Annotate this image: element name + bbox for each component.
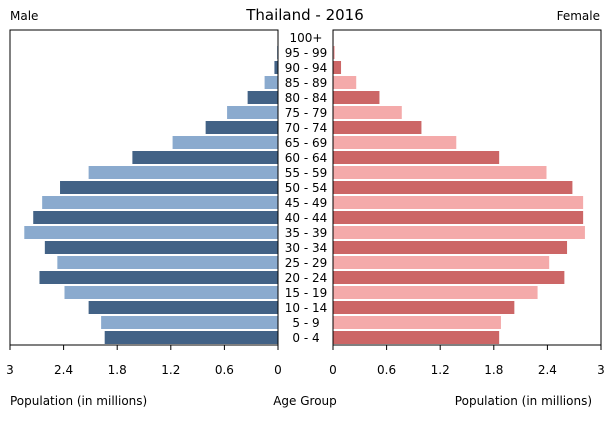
male-bar: [264, 76, 278, 89]
age-group-label: 50 - 54: [285, 181, 328, 195]
female-plot-frame: [332, 29, 602, 346]
male-bar: [132, 151, 278, 164]
age-group-label: 20 - 24: [285, 271, 328, 285]
age-group-label: 85 - 89: [285, 76, 328, 90]
female-bar: [333, 61, 342, 74]
female-bar: [333, 211, 584, 224]
male-bar: [88, 166, 278, 179]
male-tick-label: 1.2: [161, 363, 180, 377]
male-bar: [44, 241, 279, 254]
age-group-label: 55 - 59: [285, 166, 328, 180]
male-bar: [57, 256, 279, 269]
age-group-label: 90 - 94: [285, 61, 328, 75]
female-bar: [333, 46, 335, 59]
age-group-label: 30 - 34: [285, 241, 328, 255]
age-group-label: 5 - 9: [292, 316, 319, 330]
female-bar: [333, 121, 422, 134]
female-bar: [333, 226, 585, 239]
age-group-label: 65 - 69: [285, 136, 328, 150]
age-group-label: 60 - 64: [285, 151, 328, 165]
male-bar: [33, 211, 278, 224]
female-tick-label: 1.2: [431, 363, 450, 377]
male-plot-frame: [9, 29, 279, 346]
male-bar: [24, 226, 278, 239]
age-group-label: 25 - 29: [285, 256, 328, 270]
female-tick-label: 0: [329, 363, 337, 377]
female-label: Female: [557, 9, 600, 23]
female-bar: [333, 331, 500, 344]
male-bar: [42, 196, 278, 209]
female-bar: [333, 136, 457, 149]
male-bar: [104, 331, 279, 344]
female-axis-ticks: 0 0.6 1.2 1.8 2.4 3: [329, 345, 605, 377]
male-bar: [64, 286, 278, 299]
male-axis-label: Population (in millions): [10, 394, 147, 408]
male-bar: [227, 106, 278, 119]
age-group-label: 100+: [290, 31, 323, 45]
female-tick-label: 0.6: [377, 363, 396, 377]
age-group-label: 10 - 14: [285, 301, 328, 315]
female-bar: [333, 256, 550, 269]
age-group-label: 75 - 79: [285, 106, 328, 120]
male-tick-label: 0.6: [215, 363, 234, 377]
age-group-label: 0 - 4: [292, 331, 319, 345]
female-bar: [333, 76, 357, 89]
male-bar: [101, 316, 279, 329]
male-bar: [88, 301, 278, 314]
female-tick-label: 3: [597, 363, 605, 377]
age-group-label: 15 - 19: [285, 286, 328, 300]
female-bar: [333, 286, 538, 299]
male-bar: [172, 136, 278, 149]
male-bar: [60, 181, 278, 194]
male-bar: [274, 61, 278, 74]
male-tick-label: 1.8: [108, 363, 127, 377]
female-bar: [333, 301, 515, 314]
age-group-label: 35 - 39: [285, 226, 328, 240]
age-group-label: 45 - 49: [285, 196, 328, 210]
age-group-label: 40 - 44: [285, 211, 328, 225]
female-tick-label: 1.8: [484, 363, 503, 377]
female-bar: [333, 151, 500, 164]
chart-title: Thailand - 2016: [245, 6, 364, 24]
female-axis-label: Population (in millions): [455, 394, 592, 408]
female-bar: [333, 91, 380, 104]
female-bar: [333, 106, 402, 119]
male-bar: [247, 91, 278, 104]
female-bar: [333, 271, 565, 284]
male-label: Male: [10, 9, 38, 23]
age-group-label: 80 - 84: [285, 91, 328, 105]
female-bar: [333, 181, 573, 194]
male-tick-label: 3: [6, 363, 14, 377]
male-tick-label: 0: [274, 363, 282, 377]
female-bar: [333, 166, 547, 179]
female-bar: [333, 316, 501, 329]
age-group-label: 70 - 74: [285, 121, 328, 135]
male-bars: [24, 31, 279, 344]
age-group-axis-label: Age Group: [273, 394, 337, 408]
female-bar: [333, 241, 568, 254]
female-bar: [333, 196, 584, 209]
age-group-label: 95 - 99: [285, 46, 328, 60]
male-bar: [39, 271, 279, 284]
female-tick-label: 2.4: [538, 363, 557, 377]
male-tick-label: 2.4: [54, 363, 73, 377]
female-bars: [333, 31, 585, 344]
male-axis-ticks: 0 0.6 1.2 1.8 2.4 3: [6, 345, 282, 377]
male-bar: [205, 121, 278, 134]
